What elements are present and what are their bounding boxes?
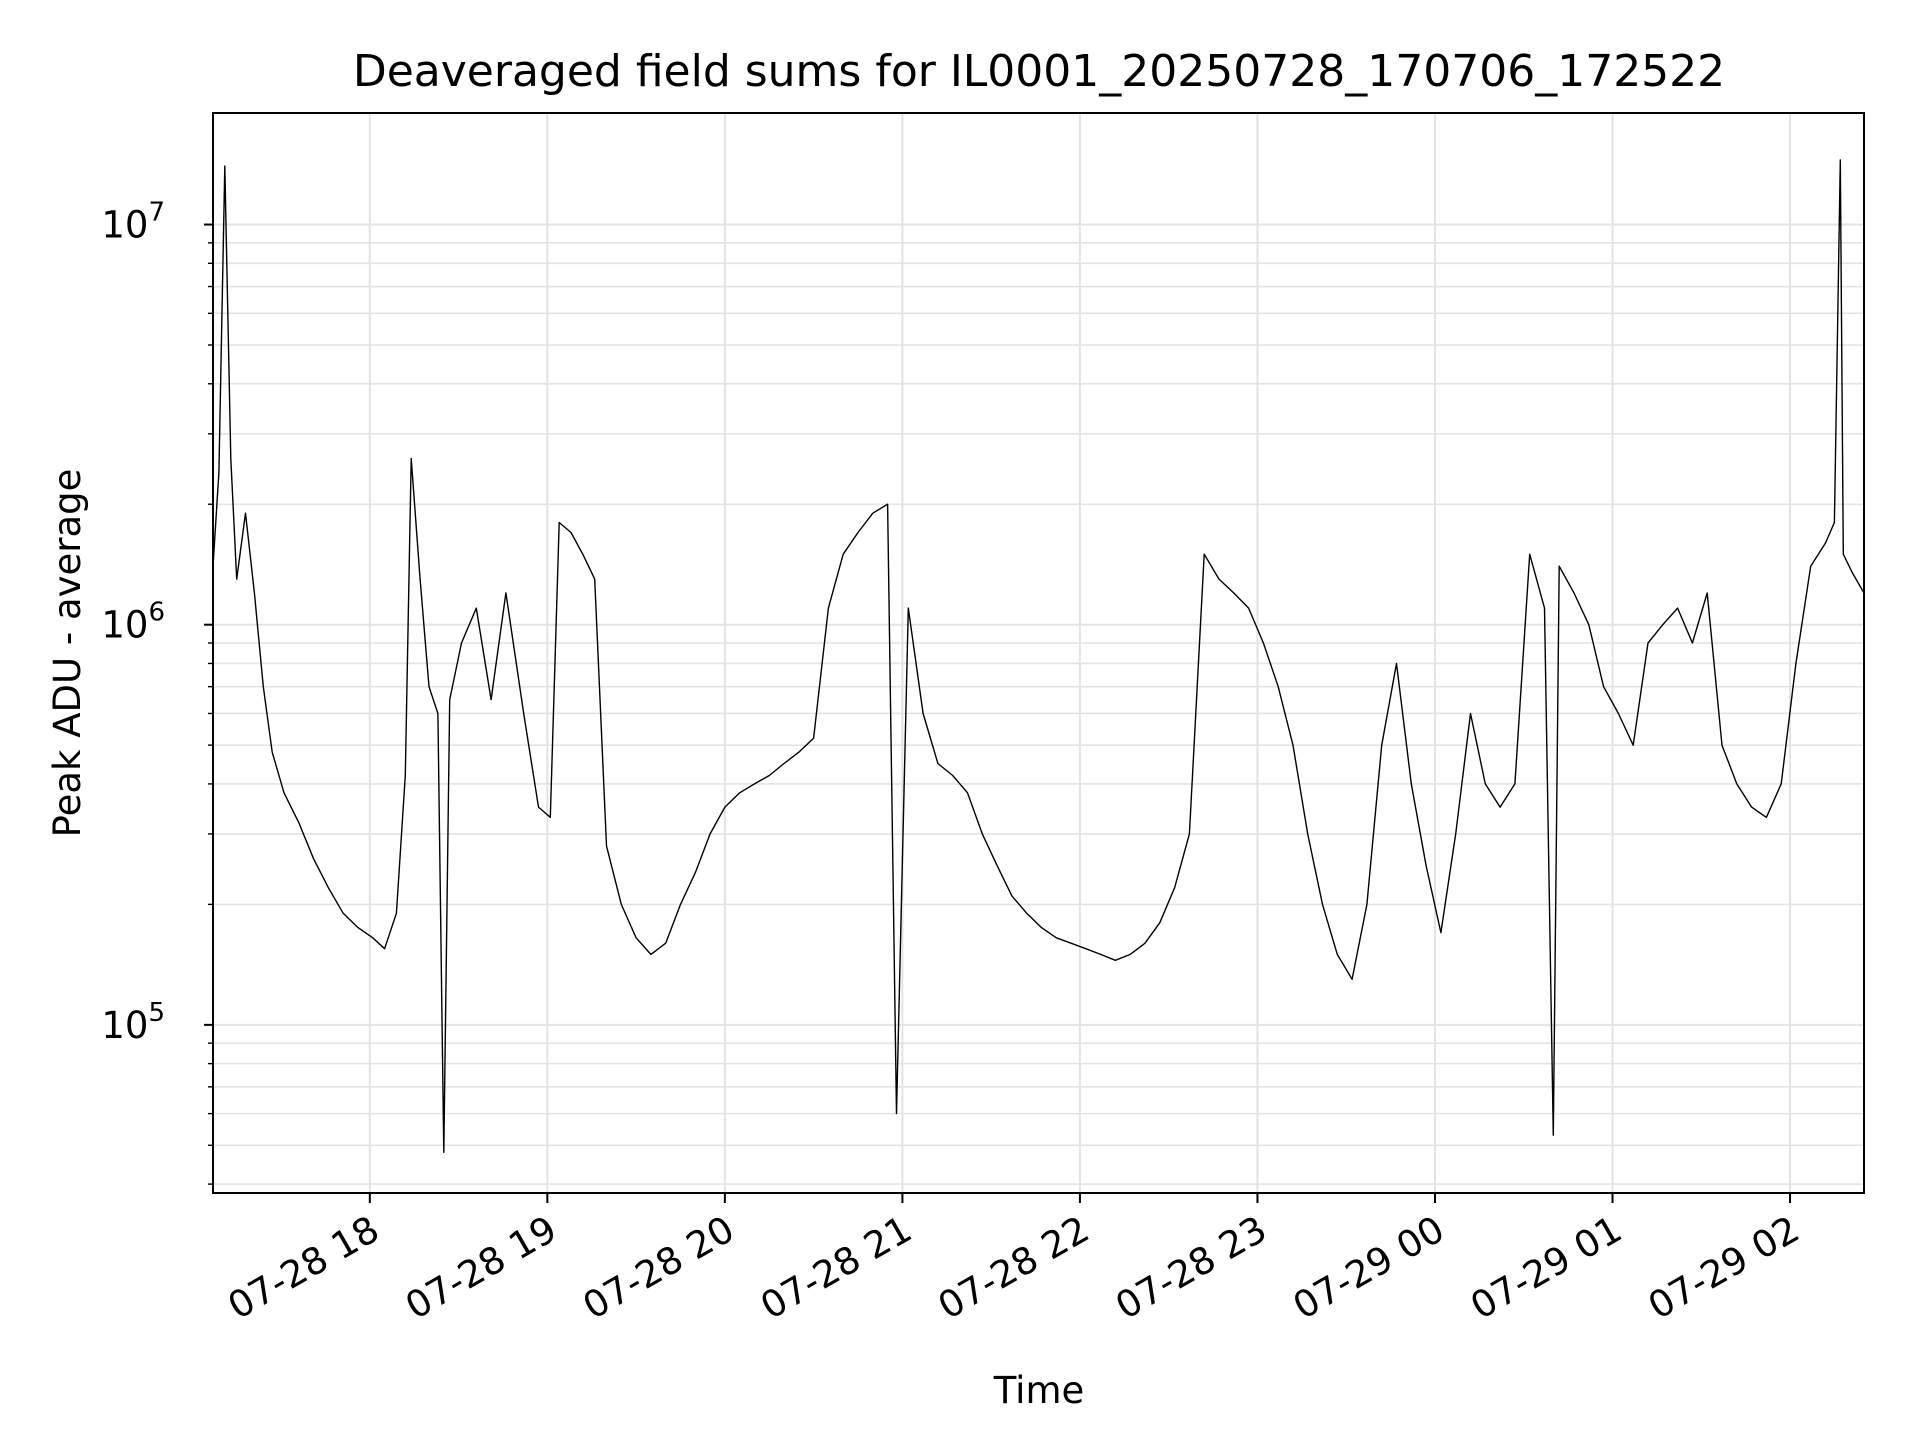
plot-frame xyxy=(212,112,1865,1194)
y-tick-label: 105 xyxy=(101,998,165,1047)
y-tick-label: 106 xyxy=(101,598,165,647)
chart-title: Deaveraged field sums for IL0001_2025072… xyxy=(353,46,1725,97)
y-tick-exponent: 7 xyxy=(148,198,165,228)
y-tick-base: 10 xyxy=(101,204,148,247)
y-axis-label: Peak ADU - average xyxy=(46,469,89,838)
series-line xyxy=(213,159,1864,1154)
y-tick-exponent: 6 xyxy=(148,598,165,628)
y-tick-base: 10 xyxy=(101,604,148,647)
y-tick-label: 107 xyxy=(101,198,165,247)
grid xyxy=(213,113,1864,1193)
y-tick-exponent: 5 xyxy=(148,998,165,1028)
y-tick-base: 10 xyxy=(101,1004,148,1047)
x-axis-label: Time xyxy=(993,1369,1085,1412)
